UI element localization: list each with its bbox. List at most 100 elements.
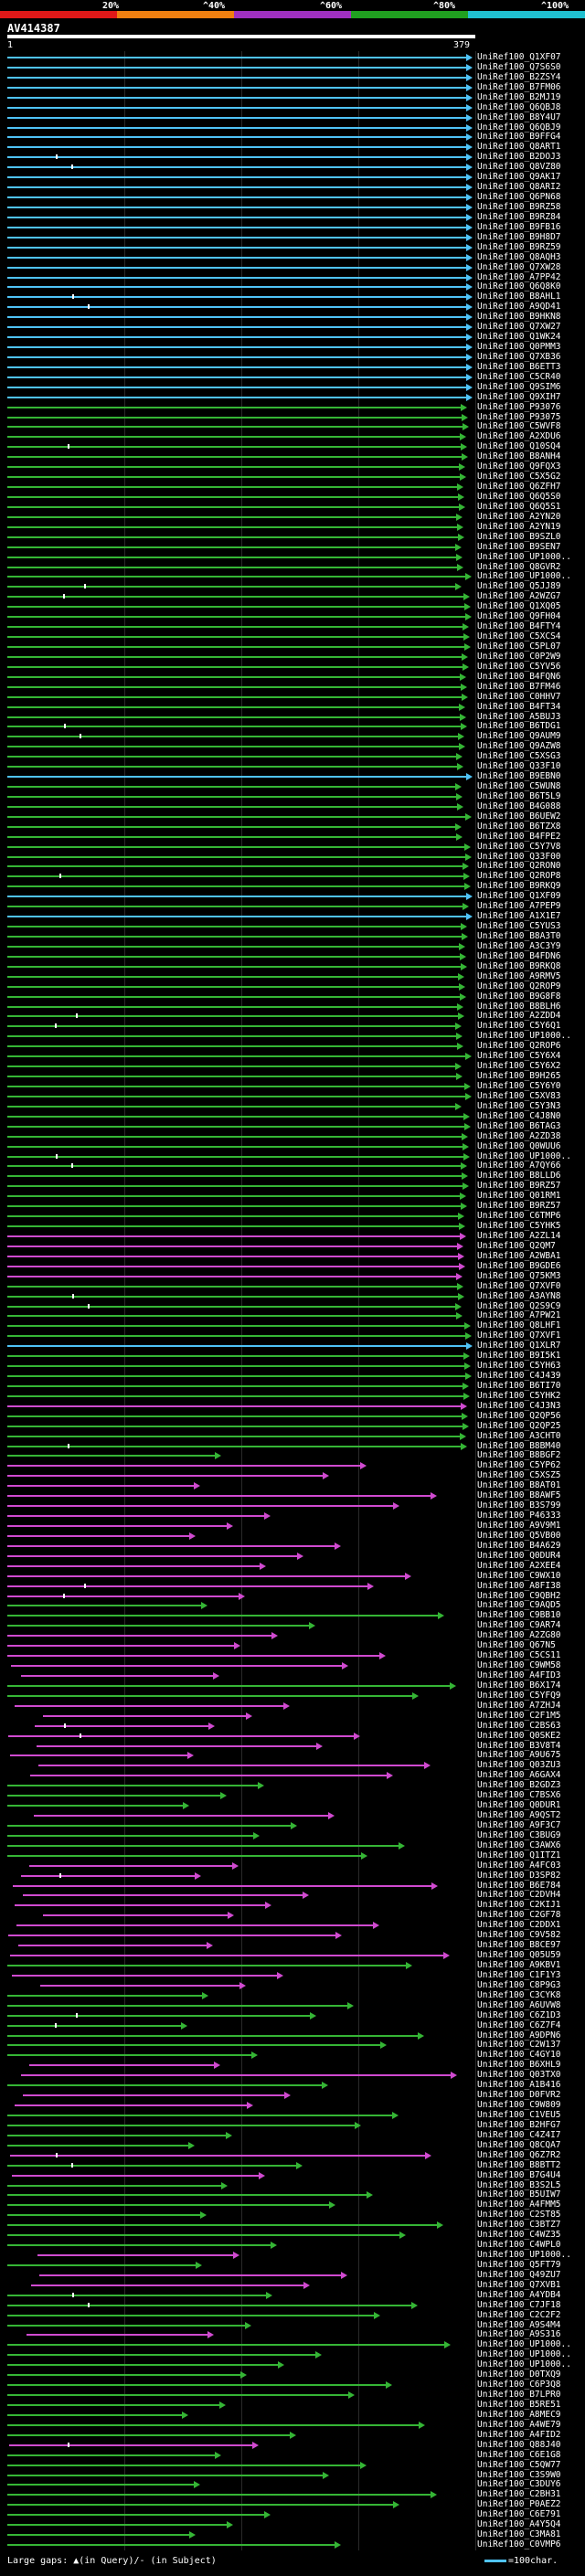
hit-label[interactable]: UniRef100_B4FT34 [477, 701, 561, 712]
hit-row[interactable]: UniRef100_Q05U59 [0, 1950, 585, 1960]
hit-label[interactable]: UniRef100_Q9SIM6 [477, 381, 561, 392]
hit-row[interactable]: UniRef100_A4FID2 [0, 2430, 585, 2440]
hit-row[interactable]: UniRef100_C6E791 [0, 2509, 585, 2519]
hit-row[interactable]: UniRef100_A2WBA1 [0, 1251, 585, 1261]
hit-bar[interactable] [7, 756, 458, 758]
hit-bar[interactable] [7, 486, 459, 489]
hit-label[interactable]: UniRef100_A3CHT0 [477, 1430, 561, 1441]
hit-bar[interactable] [7, 1475, 324, 1478]
hit-bar[interactable] [7, 156, 468, 159]
hit-row[interactable]: UniRef100_C9AQD5 [0, 1600, 585, 1610]
hit-label[interactable]: UniRef100_B9I5K1 [477, 1351, 561, 1362]
hit-label[interactable]: UniRef100_Q33F10 [477, 761, 561, 772]
hit-label[interactable]: UniRef100_B6XHL9 [477, 2060, 561, 2071]
hit-row[interactable]: UniRef100_C2GF78 [0, 1910, 585, 1920]
hit-row[interactable]: UniRef100_C5YHK2 [0, 1391, 585, 1401]
hit-bar[interactable] [7, 665, 464, 668]
hit-bar[interactable] [7, 535, 460, 538]
hit-bar[interactable] [7, 2124, 356, 2126]
hit-row[interactable]: UniRef100_C7JF18 [0, 2300, 585, 2310]
hit-row[interactable]: UniRef100_P46333 [0, 1511, 585, 1521]
hit-bar[interactable] [7, 786, 457, 789]
hit-label[interactable]: UniRef100_B8BLH6 [477, 1001, 561, 1012]
hit-label[interactable]: UniRef100_Q2ROP9 [477, 981, 561, 991]
hit-bar[interactable] [7, 2144, 190, 2147]
hit-bar[interactable] [7, 815, 467, 818]
hit-row[interactable]: UniRef100_Q1XLR7 [0, 1341, 585, 1351]
hit-label[interactable]: UniRef100_A5BUJ3 [477, 711, 561, 722]
hit-row[interactable]: UniRef100_Q9SIM6 [0, 381, 585, 392]
hit-bar[interactable] [7, 1345, 468, 1348]
hit-row[interactable]: UniRef100_Q0DUR1 [0, 1800, 585, 1810]
hit-bar[interactable] [7, 2404, 221, 2407]
hit-row[interactable]: UniRef100_Q2ROP8 [0, 871, 585, 881]
hit-bar[interactable] [7, 2054, 253, 2057]
hit-bar[interactable] [7, 2034, 420, 2037]
hit-row[interactable]: UniRef100_C5XCS4 [0, 631, 585, 641]
hit-label[interactable]: UniRef100_P93075 [477, 411, 561, 422]
hit-row[interactable]: UniRef100_C9AR74 [0, 1620, 585, 1630]
hit-label[interactable]: UniRef100_A7PEP9 [477, 901, 561, 912]
hit-bar[interactable] [7, 1465, 362, 1468]
hit-label[interactable]: UniRef100_C5YV56 [477, 661, 561, 672]
hit-bar[interactable] [7, 1245, 459, 1247]
hit-bar[interactable] [7, 985, 461, 988]
hit-bar[interactable] [7, 1005, 459, 1008]
hit-label[interactable]: UniRef100_C2BH31 [477, 2489, 561, 2500]
hit-row[interactable]: UniRef100_B8Y4U7 [0, 112, 585, 122]
hit-label[interactable]: UniRef100_C3AWX6 [477, 1839, 561, 1850]
hit-label[interactable]: UniRef100_B4G088 [477, 800, 561, 811]
hit-row[interactable]: UniRef100_C3AWX6 [0, 1839, 585, 1850]
hit-bar[interactable] [7, 436, 462, 439]
hit-bar[interactable] [7, 1125, 466, 1128]
hit-label[interactable]: UniRef100_B9H265 [477, 1071, 561, 1082]
hit-row[interactable]: UniRef100_C5CS11 [0, 1650, 585, 1660]
hit-bar[interactable] [7, 655, 463, 658]
hit-row[interactable]: UniRef100_P93075 [0, 411, 585, 422]
hit-label[interactable]: UniRef100_B8AT01 [477, 1480, 561, 1491]
hit-label[interactable]: UniRef100_C0VMP6 [477, 2539, 561, 2550]
hit-row[interactable]: UniRef100_B8ANH4 [0, 451, 585, 462]
hit-row[interactable]: UniRef100_B8BLH6 [0, 1002, 585, 1012]
hit-label[interactable]: UniRef100_Q1XLR7 [477, 1341, 561, 1352]
hit-bar[interactable] [7, 1105, 457, 1108]
hit-bar[interactable] [7, 705, 461, 708]
hit-label[interactable]: UniRef100_A4Y5Q4 [477, 2519, 561, 2530]
hit-bar[interactable] [7, 936, 463, 938]
hit-bar[interactable] [7, 825, 457, 828]
hit-label[interactable]: UniRef100_C5YUS3 [477, 921, 561, 932]
hit-bar[interactable] [7, 2044, 382, 2047]
hit-row[interactable]: UniRef100_C6E1G8 [0, 2450, 585, 2460]
hit-label[interactable]: UniRef100_B3S2L5 [477, 2179, 561, 2190]
hit-label[interactable]: UniRef100_C9W809 [477, 2100, 561, 2111]
hit-label[interactable]: UniRef100_C5Y6Q1 [477, 1021, 561, 1032]
hit-bar[interactable] [7, 896, 468, 898]
hit-row[interactable]: UniRef100_C9QBH2 [0, 1591, 585, 1601]
hit-label[interactable]: UniRef100_A9U675 [477, 1750, 561, 1761]
hit-label[interactable]: UniRef100_B9RKQ8 [477, 960, 561, 971]
hit-bar[interactable] [7, 146, 468, 149]
hit-row[interactable]: UniRef100_C5YUS3 [0, 921, 585, 932]
hit-row[interactable]: UniRef100_C5Y6Q1 [0, 1021, 585, 1032]
hit-bar[interactable] [7, 2164, 298, 2167]
hit-label[interactable]: UniRef100_B8ANH4 [477, 451, 561, 462]
hit-row[interactable]: UniRef100_C5QW77 [0, 2460, 585, 2470]
hit-label[interactable]: UniRef100_C5PL07 [477, 641, 561, 652]
hit-row[interactable]: UniRef100_D0FVR2 [0, 2090, 585, 2100]
hit-label[interactable]: UniRef100_C3CYK8 [477, 1989, 561, 2000]
hit-row[interactable]: UniRef100_C9WM58 [0, 1660, 585, 1670]
hit-bar[interactable] [7, 1065, 457, 1068]
hit-row[interactable]: UniRef100_C5YHK5 [0, 1221, 585, 1231]
hit-bar[interactable] [7, 1694, 414, 1697]
hit-label[interactable]: UniRef100_B9G8F8 [477, 991, 561, 1002]
hit-row[interactable]: UniRef100_A4WE79 [0, 2420, 585, 2430]
hit-row[interactable]: UniRef100_A9QST2 [0, 1810, 585, 1820]
hit-bar[interactable] [7, 855, 467, 858]
hit-row[interactable]: UniRef100_B8AHL1 [0, 292, 585, 302]
hit-bar[interactable] [16, 1924, 375, 1927]
hit-bar[interactable] [7, 2413, 184, 2416]
hit-row[interactable]: UniRef100_B4FTY4 [0, 621, 585, 631]
hit-bar[interactable] [7, 916, 468, 918]
hit-label[interactable]: UniRef100_Q6Q5S1 [477, 501, 561, 512]
hit-row[interactable]: UniRef100_B6T5L9 [0, 791, 585, 801]
